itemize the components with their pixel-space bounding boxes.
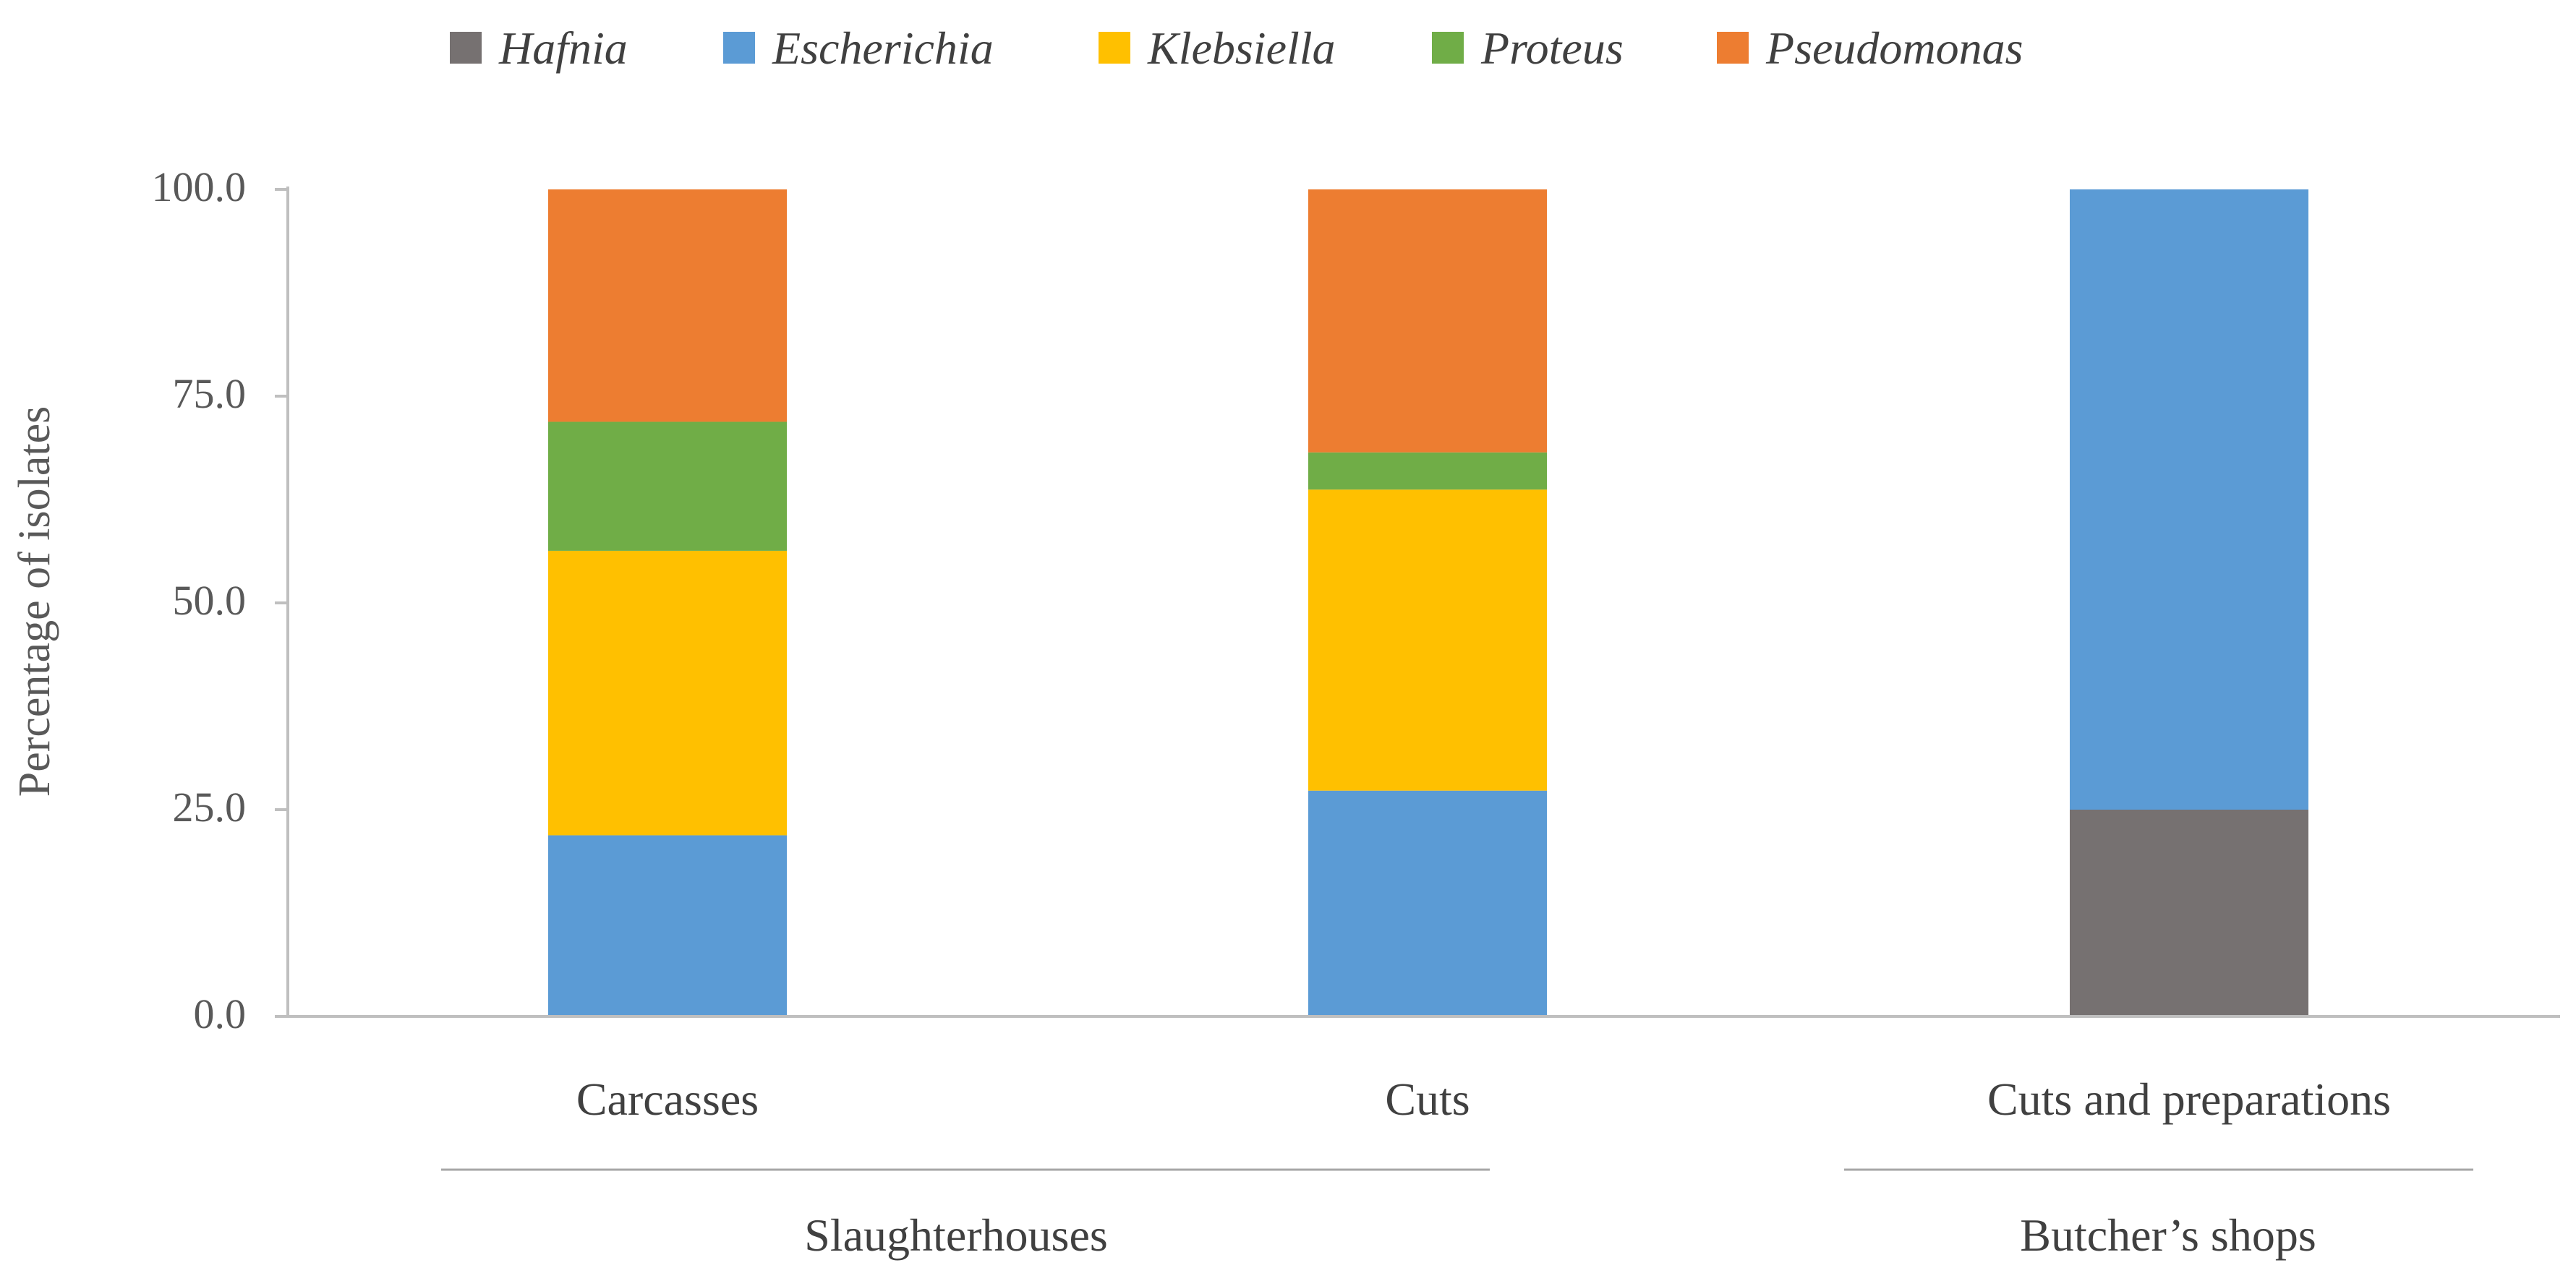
- bar-cuts-klebsiella: [1308, 489, 1547, 791]
- y-tick-label-75: 75.0: [173, 370, 247, 417]
- legend-label-klebsiella: Klebsiella: [1147, 22, 1336, 74]
- y-tick-label-100: 100.0: [152, 163, 247, 210]
- bar-stack-cuts-and-preparations: [2070, 189, 2308, 1016]
- y-axis-title: Percentage of isolates: [10, 406, 59, 797]
- bar-carcasses-klebsiella: [548, 550, 787, 836]
- bar-carcasses-proteus: [548, 421, 787, 551]
- x-category-label-carcasses: Carcasses: [576, 1074, 759, 1125]
- legend-item-klebsiella: Klebsiella: [1099, 22, 1336, 74]
- legend-swatch-escherichia: [723, 32, 755, 64]
- legend-item-hafnia: Hafnia: [450, 22, 628, 74]
- legend-swatch-proteus: [1432, 32, 1464, 64]
- x-category-label-cuts: Cuts: [1385, 1074, 1470, 1125]
- legend-swatch-klebsiella: [1099, 32, 1130, 64]
- legend-label-escherichia: Escherichia: [772, 22, 994, 74]
- bar-cuts-and-preparations-hafnia: [2070, 810, 2308, 1016]
- legend-label-proteus: Proteus: [1480, 22, 1624, 74]
- legend-swatch-hafnia: [450, 32, 482, 64]
- y-tick-label-50: 50.0: [173, 577, 247, 624]
- legend-label-pseudomonas: Pseudomonas: [1765, 22, 2023, 74]
- group-label-slaughterhouses: Slaughterhouses: [804, 1209, 1108, 1261]
- bar-cuts-proteus: [1308, 452, 1547, 490]
- y-axis-ticks: 0.0 25.0 50.0 75.0 100.0: [152, 163, 247, 1037]
- y-tick-label-25: 25.0: [173, 784, 247, 831]
- bar-stack-cuts: [1308, 189, 1547, 1016]
- bars: [548, 189, 2308, 1016]
- bar-stack-carcasses: [548, 189, 787, 1016]
- legend-label-hafnia: Hafnia: [498, 22, 628, 74]
- legend-item-proteus: Proteus: [1432, 22, 1624, 74]
- y-tick-label-0: 0.0: [194, 990, 247, 1037]
- group-label-butchers-shops: Butcher’s shops: [2020, 1209, 2316, 1261]
- bar-cuts-pseudomonas: [1308, 189, 1547, 453]
- legend: Hafnia Escherichia Klebsiella Proteus Ps…: [450, 22, 2023, 74]
- x-category-label-cuts-and-preparations: Cuts and preparations: [1987, 1074, 2391, 1125]
- bar-cuts-escherichia: [1308, 790, 1547, 1016]
- bar-carcasses-pseudomonas: [548, 189, 787, 422]
- bar-cuts-and-preparations-escherichia: [2070, 189, 2308, 810]
- bar-carcasses-escherichia: [548, 835, 787, 1016]
- legend-item-pseudomonas: Pseudomonas: [1717, 22, 2023, 74]
- legend-swatch-pseudomonas: [1717, 32, 1749, 64]
- legend-item-escherichia: Escherichia: [723, 22, 994, 74]
